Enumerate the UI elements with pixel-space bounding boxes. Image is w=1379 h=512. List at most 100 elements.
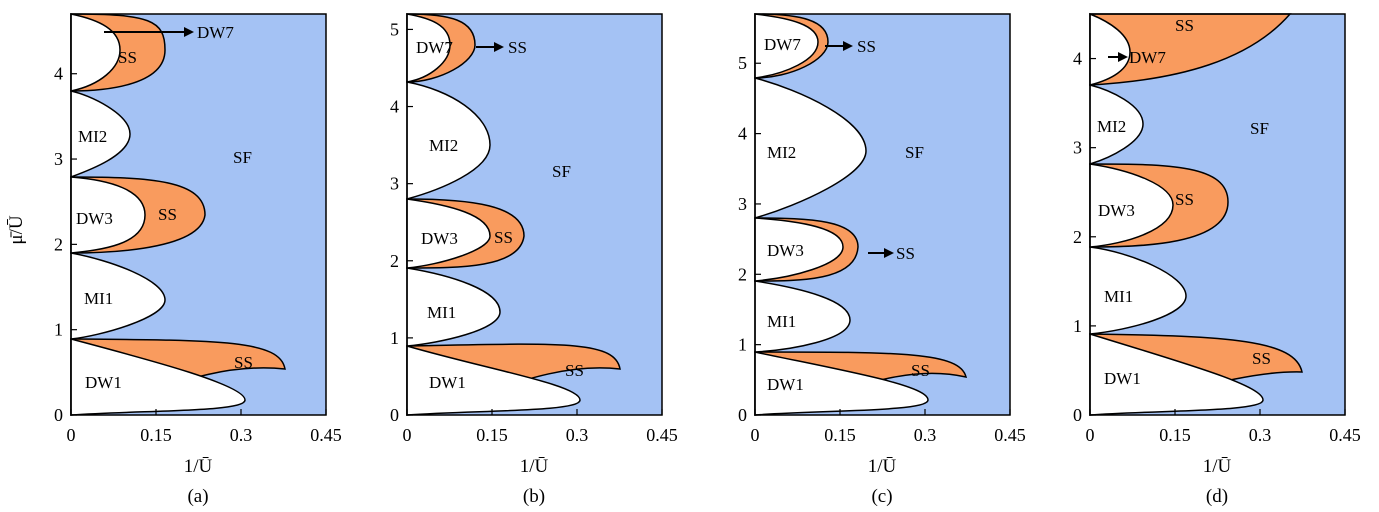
panel-b-x-tick-label-3: 0.45 (646, 425, 678, 445)
panel-b-label-dw3: DW3 (421, 229, 458, 248)
panel-c-arrowhead-2 (884, 248, 894, 258)
panel-b-arrow-label: SS (508, 38, 527, 57)
panel-a-label-mi2: MI2 (78, 127, 107, 146)
panel-d-y-tick-label-4: 4 (1073, 49, 1082, 69)
panel-b-label-mi2: MI2 (429, 136, 458, 155)
panel-a-y-tick-label-2: 2 (54, 234, 63, 254)
panel-c-mi2-region (754, 77, 867, 219)
panel-b-x-ticks: 0 0.15 0.3 0.45 (403, 409, 678, 445)
panel-a-y-tick-label-0: 0 (54, 405, 63, 425)
panel-c-x-ticks: 0 0.15 0.3 0.45 (751, 409, 1026, 445)
panel-d-x-tick-label-3: 0.45 (1329, 425, 1361, 445)
panel-b-x-tick-label-0: 0 (403, 425, 412, 445)
panel-b-y-ticks: 0 1 2 3 4 5 (390, 19, 413, 425)
panel-a-y-tick-label-4: 4 (54, 64, 63, 84)
panel-d-label-dw3: DW3 (1098, 201, 1135, 220)
panel-b-y-tick-label-0: 0 (390, 405, 399, 425)
panel-d-frame (1089, 13, 1346, 416)
panel-d-mi2-region (1089, 84, 1144, 166)
panel-a-y-ticks: 0 1 2 3 4 (54, 64, 77, 425)
panel-d-dw7-region (1089, 12, 1131, 86)
panel-a-dw7-region (70, 13, 121, 92)
panel-b-x-axis-label: 1/Ū (520, 456, 549, 477)
panel-a-label-sf: SF (233, 148, 252, 167)
panel-c-label-dw1: DW1 (767, 375, 804, 394)
panel-b-mi2-region (406, 81, 491, 200)
panel-a-caption: (a) (187, 486, 208, 507)
y-axis-label: μ̄/Ū (6, 215, 27, 244)
panel-a-mi1-region (70, 252, 166, 340)
panel-c-label-dw7: DW7 (764, 35, 801, 54)
panel-d-dw3-region (1089, 163, 1174, 248)
panel-c-label-sf: SF (905, 143, 924, 162)
panel-d-mi1-region (1089, 246, 1187, 335)
panel-d-y-tick-label-1: 1 (1073, 316, 1082, 336)
panel-a-label-dw1: DW1 (85, 373, 122, 392)
panel-c-caption: (c) (871, 486, 892, 507)
panel-d-x-tick-label-1: 0.15 (1159, 425, 1191, 445)
panel-c-x-tick-label-3: 0.45 (994, 425, 1026, 445)
panel-d-label-mi1: MI1 (1104, 287, 1133, 306)
panel-c-x-tick-label-2: 0.3 (914, 425, 937, 445)
panel-b-dw1-region (406, 345, 581, 416)
panel-c: DW1 SS MI1 DW3 MI2 DW7 SF SS SS 0 1 2 3 4 5 0… (738, 13, 1026, 507)
panel-a-y-tick-label-1: 1 (54, 320, 63, 340)
panel-b-label-sf: SF (552, 162, 571, 181)
panel-b-x-tick-label-1: 0.15 (476, 425, 508, 445)
panel-d-label-sf: SF (1250, 119, 1269, 138)
panel-c-y-tick-label-2: 2 (738, 264, 747, 284)
panel-b-y-tick-label-1: 1 (390, 328, 399, 348)
panel-a-x-tick-label-1: 0.15 (140, 425, 172, 445)
panel-d-x-tick-label-2: 0.3 (1249, 425, 1272, 445)
panel-b-label-dw1: DW1 (429, 373, 466, 392)
panel-c-dw3-region (754, 217, 844, 282)
panel-a-label-ss-2: SS (158, 205, 177, 224)
panel-d-label-ss-2: SS (1175, 190, 1194, 209)
panel-c-x-tick-label-1: 0.15 (824, 425, 856, 445)
panel-c-x-tick-label-0: 0 (751, 425, 760, 445)
panel-b-label-mi1: MI1 (427, 303, 456, 322)
panel-d-label-ss-1: SS (1252, 349, 1271, 368)
panel-c-superfluid-background (755, 14, 1010, 415)
panel-d-y-ticks: 0 1 2 3 4 (1073, 49, 1096, 425)
panel-b-frame (406, 13, 663, 416)
panel-a-x-axis-label: 1/Ū (184, 456, 213, 477)
panel-a-label-ss-1: SS (234, 353, 253, 372)
panel-d-x-tick-label-0: 0 (1086, 425, 1095, 445)
panel-a-x-ticks: 0 0.15 0.3 0.45 (67, 409, 342, 445)
panel-d-y-tick-label-0: 0 (1073, 405, 1082, 425)
panel-b-mi1-region (406, 267, 501, 347)
panel-c-dw1-region (754, 351, 929, 416)
panel-c-dw7-region (754, 13, 819, 79)
panel-c-mi1-region (754, 280, 851, 353)
panel-c-label-mi2: MI2 (767, 143, 796, 162)
panel-b-label-ss-2: SS (494, 228, 513, 247)
panel-d-ss-region-3 (1089, 13, 1292, 86)
panel-d-y-tick-label-3: 3 (1073, 138, 1082, 158)
panel-b-label-ss-1: SS (565, 361, 584, 380)
panel-a-mi2-region (70, 90, 131, 179)
panel-b: DW1 SS MI1 DW3 SS MI2 DW7 SF SS 0 1 2 3 4 5 0… (390, 13, 678, 507)
panel-a-frame (70, 13, 327, 416)
panel-b-label-dw7: DW7 (416, 38, 453, 57)
panel-c-label-dw3: DW3 (767, 241, 804, 260)
panel-d-y-tick-label-2: 2 (1073, 227, 1082, 247)
panel-c-arrow-label-1: SS (857, 37, 876, 56)
panel-d-arrowhead (1118, 52, 1128, 62)
panel-c-label-ss-1: SS (911, 361, 930, 380)
panel-c-y-tick-label-0: 0 (738, 405, 747, 425)
panel-c-label-mi1: MI1 (767, 312, 796, 331)
panel-d-label-ss-3: SS (1175, 16, 1194, 35)
panel-b-caption: (b) (523, 486, 545, 507)
panel-b-y-tick-label-5: 5 (390, 19, 399, 39)
panel-d-label-dw1: DW1 (1104, 369, 1141, 388)
panel-c-y-tick-label-5: 5 (738, 53, 747, 73)
panel-c-y-ticks: 0 1 2 3 4 5 (738, 53, 761, 425)
panel-a-label-ss-3: SS (118, 48, 137, 67)
panel-c-y-tick-label-3: 3 (738, 194, 747, 214)
panel-b-y-tick-label-4: 4 (390, 97, 399, 117)
panel-b-dw3-region (406, 198, 491, 269)
